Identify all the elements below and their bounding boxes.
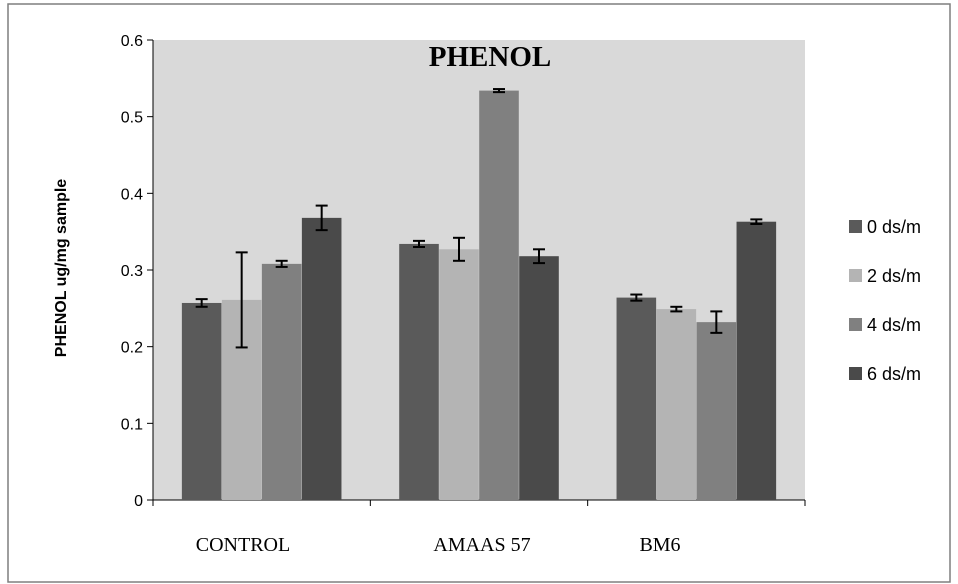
bar: [479, 90, 519, 500]
y-tick-label: 0.2: [121, 340, 143, 357]
y-tick-label: 0.5: [121, 110, 143, 127]
bar: [656, 309, 697, 500]
legend-swatch: [849, 269, 862, 282]
y-tick-label: 0.6: [121, 33, 143, 50]
plot-area: [153, 40, 805, 500]
legend-swatch: [849, 220, 862, 233]
chart-title: PHENOL: [429, 41, 551, 73]
y-axis-label: PHENOL ug/mg sample: [53, 179, 70, 358]
bar: [439, 249, 479, 500]
legend: 0 ds/m 2 ds/m 4 ds/m 6 ds/m: [849, 217, 921, 384]
y-tick-label: 0.1: [121, 416, 143, 433]
category-label: AMAAS 57: [433, 534, 530, 556]
category-label: BM6: [639, 534, 680, 556]
legend-label: 0 ds/m: [867, 217, 921, 237]
legend-swatch: [849, 318, 862, 331]
bar: [696, 322, 737, 500]
bar: [399, 243, 439, 500]
y-tick-label: 0.3: [121, 263, 143, 280]
legend-label: 2 ds/m: [867, 266, 921, 286]
bar: [261, 263, 302, 500]
bar: [616, 297, 657, 500]
error-bars: [195, 88, 763, 349]
bar: [519, 256, 559, 500]
axes: [147, 39, 806, 506]
x-category-labels: CONTROL AMAAS 57 BM6: [196, 534, 681, 556]
y-tick-label: 0: [134, 493, 143, 510]
legend-label: 6 ds/m: [867, 364, 921, 384]
bar: [301, 217, 342, 500]
legend-label: 4 ds/m: [867, 315, 921, 335]
bar: [736, 221, 777, 500]
y-tick-label: 0.4: [121, 186, 143, 203]
bar: [181, 302, 222, 500]
legend-swatch: [849, 367, 862, 380]
category-label: CONTROL: [196, 534, 290, 556]
y-tick-labels: 0 0.1 0.2 0.3 0.4 0.5 0.6: [121, 33, 143, 510]
